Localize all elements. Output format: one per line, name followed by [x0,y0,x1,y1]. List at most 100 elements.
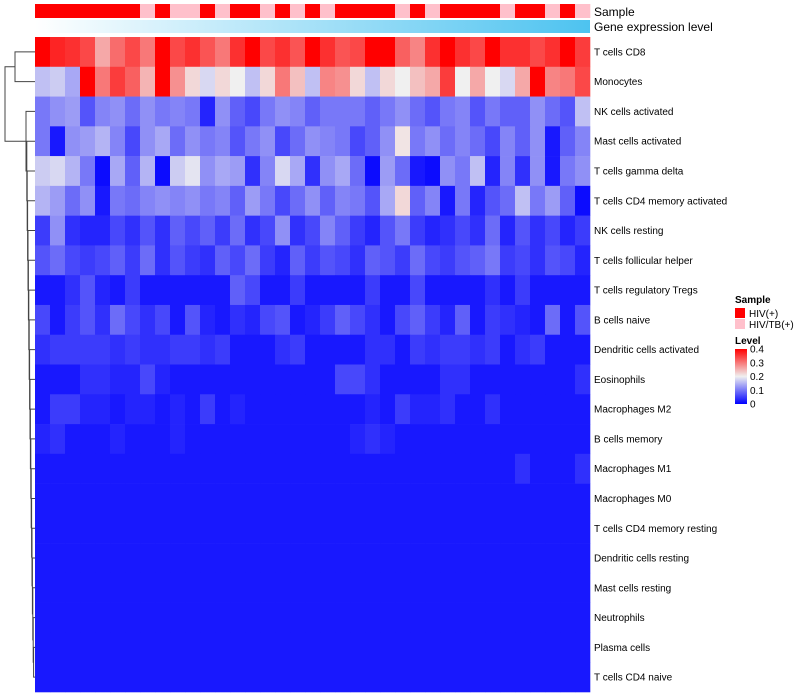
heatmap-cell [305,662,321,693]
heatmap-cell [170,394,186,425]
heatmap-cell [560,662,576,693]
heatmap-cell [95,96,111,127]
heatmap-cell [455,394,471,425]
heatmap-cell [545,156,561,187]
heatmap-cell [410,602,426,633]
heatmap-cell [170,37,186,68]
heatmap-cell [365,364,381,395]
heatmap-cell [110,215,126,246]
row-label: Macrophages M2 [594,405,672,416]
heatmap-cell [545,632,561,663]
heatmap-cell [170,304,186,336]
heatmap-cell [530,632,546,663]
heatmap-cell [305,66,321,97]
heatmap-cell [185,37,201,68]
heatmap-cell [365,37,381,68]
heatmap-cell [515,126,531,157]
heatmap-cell [365,602,381,633]
heatmap-cell [35,245,51,276]
heatmap-cell [545,424,561,455]
row-label: T cells regulatory Tregs [594,286,698,297]
sample-annotation-cell [515,4,531,18]
heatmap-cell [335,275,351,306]
heatmap-cell [50,304,66,336]
heatmap-cell [320,275,336,306]
heatmap-cell [290,394,306,425]
dendrogram-branch [33,646,35,678]
heatmap-cell [380,96,396,127]
heatmap-cell [380,543,396,574]
heatmap-cell [35,185,51,216]
heatmap-cell [395,245,411,276]
heatmap-cell [290,304,306,336]
heatmap-cell [185,275,201,306]
row-label: T cells CD8 [594,47,646,58]
legend-level-ticks: 0.4 0.3 0.2 0.1 0 [750,345,764,411]
heatmap-cell [200,602,216,633]
heatmap-cell [485,453,501,484]
heatmap-cell [440,394,456,425]
heatmap-cell [575,245,591,276]
heatmap-cell [380,275,396,306]
heatmap-cell [305,364,321,395]
heatmap-cell [575,662,591,693]
heatmap-cell [350,185,366,216]
heatmap-cell [275,424,291,455]
heatmap-cell [275,304,291,336]
heatmap-cell [395,662,411,693]
heatmap-cell [155,304,171,336]
heatmap-cell [500,602,516,633]
dendrogram-branch [31,557,35,615]
heatmap-cell [140,96,156,127]
heatmap-cell [80,394,96,425]
heatmap-cell [530,96,546,127]
heatmap-cell [185,424,201,455]
legend-swatch-hivtb [735,319,745,329]
heatmap-cell [110,513,126,544]
heatmap-cell [545,364,561,395]
heatmap-cell [95,185,111,216]
heatmap-cell [485,513,501,544]
heatmap-cell [320,483,336,514]
heatmap-cell [95,275,111,306]
heatmap-cell [275,37,291,68]
legend-level-title: Level [735,336,761,347]
heatmap-cell [440,572,456,603]
heatmap-cell [545,245,561,276]
heatmap-cell [155,364,171,395]
heatmap-cell [395,364,411,395]
heatmap-cell [275,215,291,246]
heatmap-cell [200,275,216,306]
heatmap-cell [335,334,351,365]
heatmap-cell [500,572,516,603]
heatmap-cell [575,424,591,455]
heatmap-cell [350,513,366,544]
heatmap-cell [380,424,396,455]
heatmap-cell [290,126,306,157]
heatmap-cell [530,662,546,693]
legend-level-tick-label: 0.1 [750,386,764,397]
heatmap-cell [185,185,201,216]
heatmap-cell [350,334,366,365]
heatmap-cell [365,245,381,276]
heatmap-cell [455,96,471,127]
heatmap-cell [410,394,426,425]
heatmap-cell [515,543,531,574]
heatmap-cell [440,424,456,455]
heatmap-cell [365,304,381,336]
heatmap-cell [245,185,261,216]
heatmap-cell [500,662,516,693]
heatmap-cell [455,215,471,246]
heatmap-cell [500,483,516,514]
heatmap-cell [170,602,186,633]
heatmap-cell [530,126,546,157]
heatmap-cell [530,275,546,306]
heatmap-cell [365,96,381,127]
heatmap-cell [425,37,441,68]
heatmap-cell [200,156,216,187]
heatmap-cell [440,453,456,484]
heatmap-cell [65,394,81,425]
heatmap-cell [230,304,246,336]
heatmap-cell [485,275,501,306]
heatmap-cell [365,334,381,365]
